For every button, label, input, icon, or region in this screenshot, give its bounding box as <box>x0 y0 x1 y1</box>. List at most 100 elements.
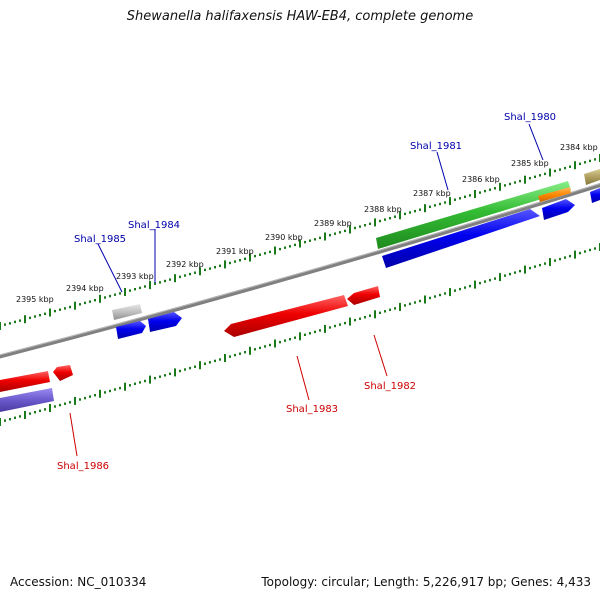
minor-tick <box>214 359 216 363</box>
major-tick <box>299 239 301 248</box>
minor-tick <box>304 240 306 244</box>
minor-tick <box>104 391 106 394</box>
minor-tick <box>359 225 361 228</box>
gene-label-shal-1984[interactable]: Shal_1984 <box>128 220 180 231</box>
major-tick <box>324 324 326 333</box>
minor-tick <box>294 243 296 247</box>
minor-tick <box>509 272 511 276</box>
minor-tick <box>459 197 461 200</box>
minor-tick <box>4 419 6 422</box>
minor-tick <box>584 250 586 253</box>
gene-feature[interactable] <box>538 187 571 202</box>
minor-tick <box>434 295 436 298</box>
minor-tick <box>39 314 41 317</box>
minor-tick <box>209 361 211 364</box>
minor-tick <box>534 175 536 178</box>
minor-tick <box>169 372 171 375</box>
lower-scale-ring <box>0 243 600 426</box>
gene-feature[interactable] <box>148 312 182 332</box>
major-tick <box>474 280 476 289</box>
minor-tick <box>384 218 386 221</box>
gene-label-shal-1980[interactable]: Shal_1980 <box>504 112 556 123</box>
minor-tick <box>59 308 61 311</box>
gene-feature[interactable] <box>382 209 540 268</box>
minor-tick <box>579 162 581 165</box>
minor-tick <box>19 415 21 418</box>
kbp-label: 2395 kbp <box>16 295 54 304</box>
gene-feature[interactable] <box>376 181 571 249</box>
gene-label-shal-1983[interactable]: Shal_1983 <box>286 404 338 415</box>
gene-label-shal-1985[interactable]: Shal_1985 <box>74 234 126 245</box>
minor-tick <box>289 245 291 248</box>
minor-tick <box>404 304 406 307</box>
minor-tick <box>154 376 156 380</box>
map-title: Shewanella halifaxensis HAW-EB4, complet… <box>126 9 474 24</box>
gene-feature[interactable] <box>0 388 54 412</box>
minor-tick <box>589 159 591 163</box>
minor-tick <box>14 320 16 324</box>
minor-tick <box>379 311 381 314</box>
minor-tick <box>439 293 441 297</box>
minor-tick <box>69 401 71 404</box>
minor-tick <box>364 316 366 319</box>
minor-tick <box>259 253 261 256</box>
minor-tick <box>504 184 506 187</box>
major-tick <box>74 396 76 405</box>
minor-tick <box>354 318 356 322</box>
gene-label-shal-1982[interactable]: Shal_1982 <box>364 381 416 392</box>
gene-feature[interactable] <box>0 371 50 392</box>
minor-tick <box>484 280 486 283</box>
kbp-label: 2394 kbp <box>66 284 104 293</box>
major-tick <box>99 294 101 303</box>
gene-label-shal-1981[interactable]: Shal_1981 <box>410 141 462 152</box>
minor-tick <box>129 289 131 292</box>
gene-feature[interactable] <box>347 286 380 305</box>
minor-tick <box>114 293 116 296</box>
gene-feature[interactable] <box>116 321 146 339</box>
major-tick <box>199 361 201 370</box>
minor-tick <box>484 189 486 193</box>
gene-label-shal-1986[interactable]: Shal_1986 <box>57 461 109 472</box>
minor-tick <box>279 247 281 251</box>
minor-tick <box>144 379 146 383</box>
kbp-label: 2386 kbp <box>462 175 500 184</box>
major-tick <box>224 354 226 362</box>
major-tick <box>474 190 476 198</box>
gene-feature[interactable] <box>590 188 600 203</box>
major-tick <box>424 204 426 213</box>
minor-tick <box>529 177 531 180</box>
minor-tick <box>464 286 466 289</box>
minor-tick <box>259 346 261 350</box>
minor-tick <box>414 301 416 304</box>
gene-feature[interactable] <box>584 169 600 185</box>
minor-tick <box>209 267 211 270</box>
minor-tick <box>154 282 156 285</box>
minor-tick <box>529 266 531 270</box>
minor-tick <box>314 238 316 241</box>
minor-tick <box>119 292 121 295</box>
minor-tick <box>314 330 316 334</box>
gene-feature[interactable] <box>53 365 73 381</box>
minor-tick <box>344 321 346 325</box>
minor-tick <box>184 274 186 277</box>
kbp-labels: 2395 kbp 2394 kbp 2393 kbp 2392 kbp 2391… <box>16 143 598 304</box>
minor-tick <box>519 269 521 273</box>
major-tick <box>499 273 501 282</box>
minor-tick <box>389 217 391 220</box>
minor-tick <box>394 215 396 218</box>
minor-tick <box>319 329 321 332</box>
major-tick <box>549 258 551 267</box>
minor-tick <box>514 181 516 184</box>
minor-tick <box>594 247 596 250</box>
minor-tick <box>509 182 511 186</box>
gene-feature[interactable] <box>112 304 142 320</box>
minor-tick <box>69 305 71 309</box>
minor-tick <box>554 169 556 173</box>
minor-tick <box>294 336 296 339</box>
minor-tick <box>54 309 56 313</box>
minor-tick <box>159 375 161 378</box>
gene-feature[interactable] <box>224 295 348 337</box>
gene-feature[interactable] <box>542 199 575 220</box>
label-leaders <box>69 123 544 457</box>
